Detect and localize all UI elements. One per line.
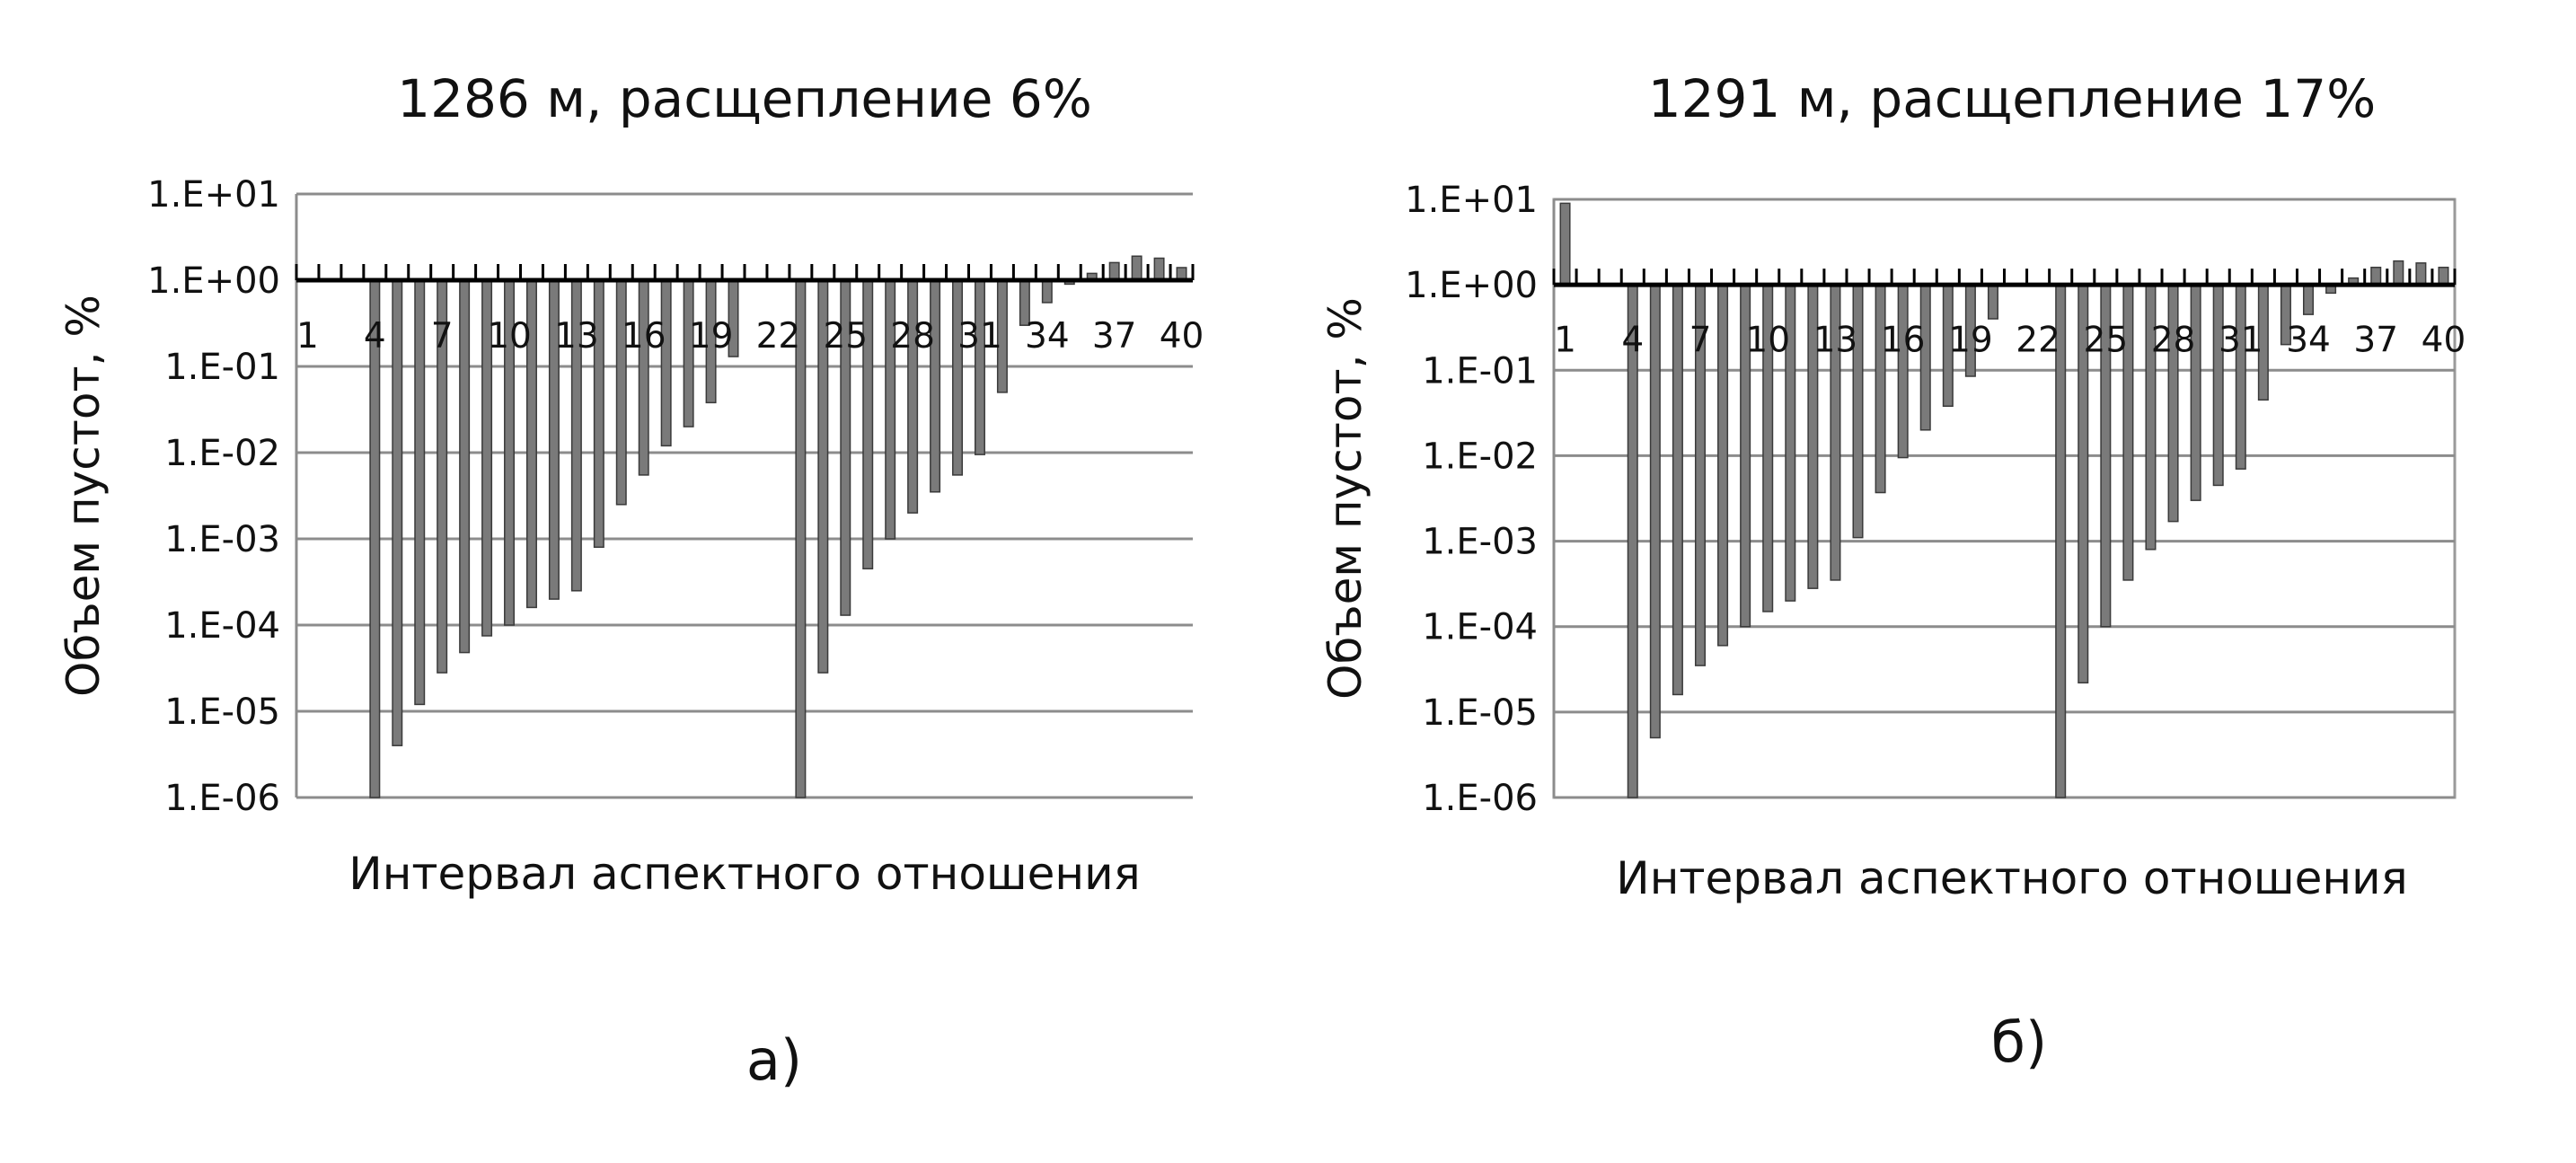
bar-38: [1131, 255, 1142, 281]
x-tick-label: 22: [756, 316, 801, 357]
y-tick-label: 1.E+01: [147, 174, 280, 216]
x-tick-label: 13: [1813, 320, 1858, 360]
x-tick-label: 28: [2151, 320, 2196, 360]
y-tick-label: 1.E+00: [1405, 265, 1538, 306]
x-tick-label: 16: [1881, 320, 1926, 360]
x-tick-label: 37: [2353, 320, 2398, 360]
chart-title: 1291 м, расщепление 17%: [1648, 68, 2377, 129]
bar-34: [1041, 279, 1053, 304]
y-tick-label: 1.E-05: [164, 692, 280, 733]
x-tick-label: 31: [2219, 320, 2263, 360]
y-tick-label: 1.E-05: [1422, 692, 1538, 734]
bar-39: [2415, 262, 2427, 286]
chart-b: 1291 м, расщепление 17% 1.E-06 1.E-05 1.E-0…: [1319, 68, 2466, 1075]
x-tick-label: 22: [2016, 320, 2060, 360]
chart-a: 1286 м, расщепление 6% 1.E-06 1.E-05 1.E-04…: [57, 68, 1204, 1093]
x-tick-label: 40: [1160, 316, 1204, 357]
bar-29: [2190, 284, 2201, 501]
y-tick-label: 1.E+00: [147, 260, 280, 302]
y-axis-title: Объем пустот, %: [1319, 297, 1372, 700]
bar-38: [2393, 260, 2404, 286]
panel-label: а): [746, 1027, 802, 1093]
y-tick-label: 1.E-03: [1422, 522, 1538, 563]
bar-16: [1897, 284, 1909, 459]
x-tick-label: 28: [890, 316, 935, 357]
bar-5: [1649, 284, 1661, 739]
bar-4: [369, 279, 381, 798]
bar-30: [2212, 284, 2224, 487]
x-tick-label: 25: [823, 316, 868, 357]
y-tick-label: 1.E-06: [1422, 778, 1538, 819]
bar-4: [1627, 284, 1638, 798]
x-tick-label: 4: [364, 316, 386, 357]
x-tick-label: 19: [689, 316, 734, 357]
bar-39: [1153, 257, 1165, 281]
bar-6: [1672, 284, 1683, 696]
bar-20: [1987, 284, 1998, 320]
y-tick-label: 1.E+01: [1405, 180, 1538, 221]
x-axis-title: Интервал аспектного отношения: [348, 848, 1140, 900]
bar-23: [795, 279, 807, 798]
y-tick-label: 1.E-04: [1422, 607, 1538, 648]
bar-16: [638, 279, 649, 476]
x-tick-label: 40: [2422, 320, 2466, 360]
bar-1: [1559, 202, 1571, 286]
bar-5: [392, 279, 403, 746]
bar-29: [930, 279, 941, 493]
bar-40: [2438, 266, 2449, 286]
y-tick-label: 1.E-02: [164, 433, 280, 474]
y-tick-label: 1.E-01: [1422, 350, 1538, 392]
bar-8: [1717, 284, 1729, 647]
x-tick-label: 13: [554, 316, 599, 357]
x-tick-label: 19: [1948, 320, 1993, 360]
bar-31: [974, 279, 985, 455]
bar-30: [952, 279, 964, 476]
y-tick-label: 1.E-02: [1422, 436, 1538, 477]
bar-15: [1875, 284, 1886, 494]
x-tick-label: 4: [1621, 320, 1644, 360]
x-tick-label: 25: [2084, 320, 2129, 360]
x-tick-label: 34: [1025, 316, 1070, 357]
bar-28: [907, 279, 919, 514]
x-tick-label: 31: [957, 316, 1002, 357]
bar-37: [1108, 261, 1120, 281]
x-tick-label: 1: [1554, 320, 1576, 360]
x-tick-label: 10: [1745, 320, 1790, 360]
y-tick-label: 1.E-04: [164, 605, 280, 647]
bar-8: [459, 279, 471, 654]
bar-17: [660, 279, 672, 447]
x-tick-label: 34: [2286, 320, 2331, 360]
bar-31: [2235, 284, 2246, 470]
y-tick-label: 1.E-01: [164, 347, 280, 388]
bar-34: [2302, 284, 2315, 315]
panel-label: б): [1991, 1009, 2047, 1075]
x-tick-label: 7: [1689, 320, 1712, 360]
bar-6: [414, 279, 426, 706]
y-axis-title: Объем пустот, %: [57, 295, 110, 697]
chart-title: 1286 м, расщепление 6%: [397, 68, 1092, 129]
y-tick-label: 1.E-06: [164, 778, 280, 819]
x-tick-label: 37: [1092, 316, 1137, 357]
x-tick-label: 1: [296, 316, 319, 357]
y-tick-label: 1.E-03: [164, 519, 280, 560]
bar-23: [2055, 284, 2067, 798]
bar-15: [615, 279, 627, 506]
x-tick-label: 16: [622, 316, 666, 357]
bar-37: [2370, 266, 2382, 286]
x-axis-title: Интервал аспектного отношения: [1616, 852, 2407, 904]
x-tick-label: 7: [431, 316, 454, 357]
plot-frame: [1552, 198, 2457, 799]
x-tick-label: 10: [487, 316, 532, 357]
